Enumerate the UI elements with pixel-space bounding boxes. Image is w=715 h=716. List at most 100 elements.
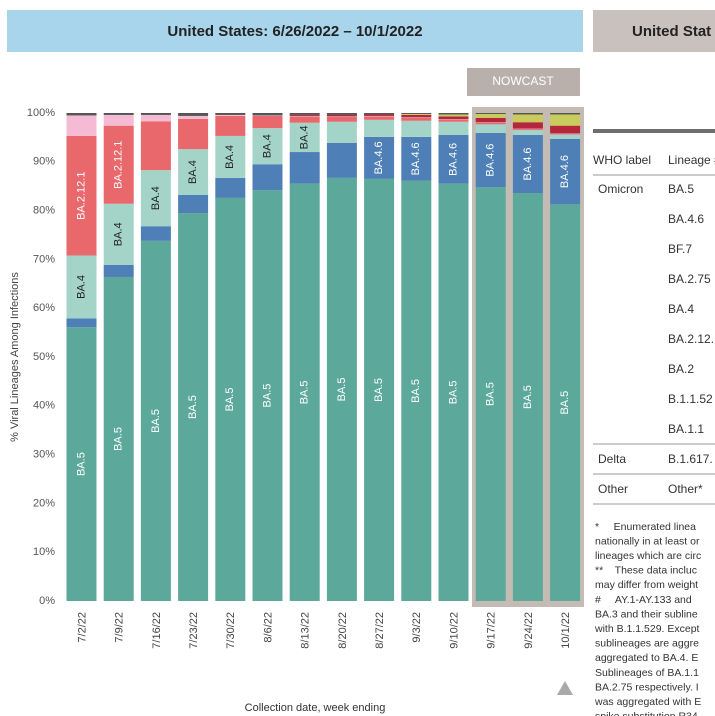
x-tick-label: 9/3/22 — [411, 612, 423, 643]
bar-segment — [215, 113, 246, 115]
y-tick-label: 20% — [33, 497, 55, 509]
bar-segment — [289, 122, 320, 153]
x-tick-label: 7/2/22 — [76, 612, 88, 643]
bar-segment — [512, 114, 543, 123]
bar-segment — [289, 113, 320, 115]
bar-segment — [103, 203, 134, 265]
bar-segment — [178, 149, 209, 195]
bar-segment — [326, 114, 357, 117]
y-tick-label: 100% — [27, 107, 55, 119]
who-label: Omicron — [598, 182, 643, 196]
y-tick-label: 10% — [33, 546, 55, 558]
segment-label: BA.4 — [75, 275, 87, 299]
segment-label: BA.4 — [224, 145, 236, 169]
bar-segment — [512, 130, 543, 135]
segment-label: BA.4 — [113, 222, 125, 246]
bar-segment — [66, 135, 97, 256]
bar-segment — [438, 113, 469, 115]
bar-segment — [401, 114, 432, 118]
segment-label: BA.5 — [447, 380, 459, 404]
bar-segment — [475, 124, 506, 134]
bar-segment — [252, 115, 283, 129]
bar-segment — [550, 114, 581, 126]
segment-label: BA.5 — [187, 395, 199, 419]
bar-segment — [438, 121, 469, 135]
segment-label: BA.5 — [113, 427, 125, 451]
bar-segment — [401, 113, 432, 114]
bar-segment — [550, 134, 581, 139]
bar-segment — [215, 114, 246, 116]
y-tick-label: 80% — [33, 205, 55, 217]
footnote: BA.2.75 respectively. I — [595, 681, 699, 693]
bar-segment — [512, 134, 543, 194]
bar-segment — [66, 115, 97, 136]
bar-segment — [512, 129, 543, 131]
footnote: may differ from weight — [595, 579, 698, 591]
footnote: with B.1.1.529. Except — [594, 623, 700, 635]
y-axis-label: % Viral Lineages Among Infections — [9, 272, 21, 442]
title-bar — [7, 10, 583, 52]
lineage: B.1.1.52 — [668, 392, 713, 406]
y-tick-label: 50% — [33, 351, 55, 363]
bar-segment — [103, 114, 134, 126]
bar-segment — [475, 122, 506, 125]
segment-label: BA.2.12.1 — [113, 141, 125, 189]
bar-segment — [364, 136, 395, 179]
who-label: Delta — [598, 452, 626, 466]
segment-label: BA.5 — [299, 380, 311, 404]
bar-segment — [438, 183, 469, 601]
segment-label: BA.4.6 — [485, 144, 497, 177]
table-header-bar — [593, 10, 715, 52]
bar-segment — [438, 114, 469, 117]
x-tick-label: 8/27/22 — [374, 612, 386, 649]
segment-label: BA.4.6 — [559, 155, 571, 188]
bar-segment — [475, 113, 506, 114]
x-tick-label: 7/9/22 — [114, 612, 126, 643]
y-tick-label: 70% — [33, 253, 55, 265]
lineage: Other* — [668, 482, 703, 496]
bar-segment — [401, 180, 432, 601]
bar-segment — [401, 120, 432, 137]
bar-segment — [252, 128, 283, 165]
bar-segment — [66, 113, 97, 116]
segment-label: BA.4.6 — [522, 147, 534, 180]
segment-label: BA.5 — [261, 384, 273, 408]
bar-segment — [140, 226, 171, 241]
segment-label: BA.5 — [485, 382, 497, 406]
bar-segment — [401, 136, 432, 181]
nowcast-label: NOWCAST — [492, 74, 554, 88]
x-tick-label: 8/20/22 — [337, 612, 349, 649]
bar-segment — [178, 213, 209, 602]
bar-segment — [178, 194, 209, 214]
footnote: ** These data incluc — [595, 565, 697, 577]
x-tick-label: 9/24/22 — [523, 612, 535, 649]
footnote: aggregated to BA.4. E — [595, 652, 698, 664]
bar-segment — [140, 114, 171, 122]
bar-segment — [215, 115, 246, 136]
x-tick-label: 7/16/22 — [151, 612, 163, 649]
footnote: lineages which are circ — [595, 550, 701, 562]
lineage: B.1.617. — [668, 452, 713, 466]
lineage: BA.2.75 — [668, 272, 711, 286]
segment-label: BA.5 — [150, 409, 162, 433]
column-header: Lineage # — [668, 153, 715, 167]
bar-segment — [66, 327, 97, 601]
footnote: # AY.1-AY.133 and — [595, 594, 692, 606]
bar-segment — [438, 134, 469, 184]
bar-segment — [103, 264, 134, 277]
segment-label: BA.4.6 — [410, 142, 422, 175]
bar-segment — [252, 164, 283, 191]
footnote: nationally in at least or — [595, 535, 700, 547]
bar-segment — [215, 177, 246, 198]
bar-segment — [401, 117, 432, 121]
x-tick-label: 8/6/22 — [262, 612, 274, 643]
footnote: spike substitution R34 — [595, 711, 698, 716]
x-tick-label: 7/30/22 — [225, 612, 237, 649]
bar-segment — [364, 113, 395, 115]
footnote: Sublineages of BA.1.1 — [595, 667, 699, 679]
bar-segment — [178, 113, 209, 116]
scroll-arrow[interactable] — [557, 681, 573, 695]
bar-segment — [140, 170, 171, 227]
